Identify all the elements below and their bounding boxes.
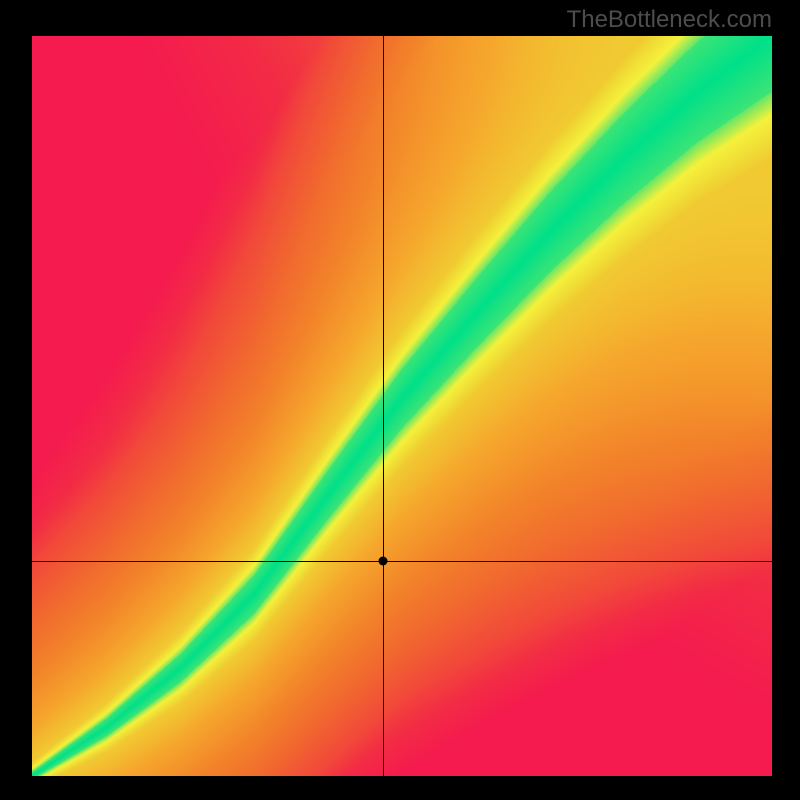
crosshair-horizontal <box>32 561 772 562</box>
crosshair-vertical <box>383 36 384 776</box>
figure-root: TheBottleneck.com <box>0 0 800 800</box>
heatmap-plot <box>32 36 772 776</box>
heatmap-canvas <box>32 36 772 776</box>
watermark-text: TheBottleneck.com <box>567 6 772 34</box>
marker-dot <box>379 556 388 565</box>
